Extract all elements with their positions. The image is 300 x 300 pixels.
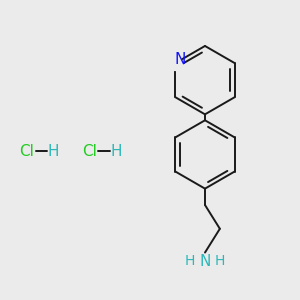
- Text: Cl: Cl: [82, 144, 97, 159]
- Text: H: H: [185, 254, 195, 268]
- Text: H: H: [48, 144, 59, 159]
- Text: H: H: [215, 254, 225, 268]
- Text: Cl: Cl: [19, 144, 34, 159]
- Text: N: N: [174, 52, 185, 67]
- Text: H: H: [110, 144, 122, 159]
- Text: N: N: [199, 254, 211, 269]
